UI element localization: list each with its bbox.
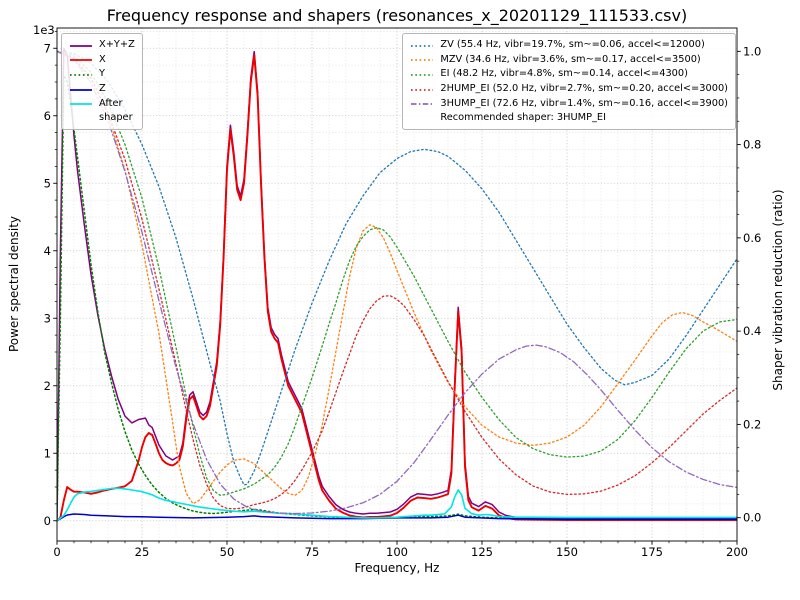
x-tick-label: 125	[471, 545, 493, 559]
legend-line-sample	[70, 44, 92, 47]
series-lines	[57, 47, 737, 522]
x-tick-label: 150	[556, 545, 578, 559]
legend-label: After shaper	[99, 97, 133, 124]
legend-label: Recommended shaper: 3HUMP_EI	[440, 112, 607, 124]
x-tick-label: 175	[641, 545, 663, 559]
x-tick-label: 25	[135, 545, 150, 559]
y-right-tick-label: 0.4	[743, 324, 761, 338]
legend-item: 3HUMP_EI (72.6 Hz, vibr=1.4%, sm~=0.16, …	[410, 97, 728, 112]
y-left-tick-label: 4	[44, 244, 51, 258]
legend-line-sample	[70, 103, 92, 106]
legend-item: Recommended shaper: 3HUMP_EI	[410, 111, 728, 126]
legend-spacer	[410, 114, 434, 124]
y-left-tick-label: 0	[44, 514, 51, 528]
legend-item: ZV (55.4 Hz, vibr=19.7%, sm~=0.06, accel…	[410, 38, 728, 53]
legend-label: X	[99, 53, 106, 65]
y-axis-offset-label: 1e3	[33, 23, 55, 37]
series-x	[57, 54, 737, 522]
grid-major	[57, 28, 737, 541]
legend-label: 3HUMP_EI (72.6 Hz, vibr=1.4%, sm~=0.16, …	[440, 97, 728, 109]
legend-line-sample	[411, 59, 434, 62]
legend-label: EI (48.2 Hz, vibr=4.8%, sm~=0.14, accel<…	[440, 68, 688, 80]
y-right-tick-label: 0.8	[743, 138, 761, 152]
legend-label: Y	[99, 68, 105, 80]
series-zv	[57, 50, 737, 486]
y-left-tick-label: 1	[44, 446, 51, 460]
legend-line-sample	[411, 44, 434, 47]
axis-ticks: 0 25 50 75 100 125 150 175 200 0 1 2 3 4 5 6 7 0.0 0.2 0.4 0…	[44, 31, 761, 559]
legend-item: Y	[69, 67, 135, 82]
y-left-tick-label: 2	[44, 379, 51, 393]
left-axis-title: Power spectral density	[7, 215, 21, 353]
y-right-tick-label: 0.6	[743, 231, 761, 245]
x-axis-title: Frequency, Hz	[354, 561, 440, 575]
right-axis-title: Shaper vibration reduction (ratio)	[771, 189, 785, 391]
chart-title: Frequency response and shapers (resonanc…	[106, 6, 688, 25]
legend-item: X+Y+Z	[69, 38, 135, 53]
x-tick-label: 0	[53, 545, 60, 559]
legend-item: 2HUMP_EI (52.0 Hz, vibr=2.7%, sm~=0.20, …	[410, 82, 728, 97]
legend-label: X+Y+Z	[99, 39, 135, 50]
series-2hump_ei	[57, 50, 737, 510]
legend-line-sample	[411, 88, 434, 91]
series-ei	[57, 50, 737, 496]
x-tick-label: 100	[386, 545, 408, 559]
y-right-tick-label: 0.2	[743, 417, 761, 431]
y-left-tick-label: 3	[44, 311, 51, 325]
series-mzv	[57, 50, 737, 505]
x-tick-label: 75	[305, 545, 320, 559]
legend-item: EI (48.2 Hz, vibr=4.8%, sm~=0.14, accel<…	[410, 67, 728, 82]
legend-line-sample	[70, 59, 92, 62]
y-right-tick-label: 1.0	[743, 44, 761, 58]
y-left-tick-label: 6	[44, 109, 51, 123]
legend-line-sample	[411, 103, 434, 106]
series-3hump_ei	[57, 50, 737, 515]
y-left-tick-label: 5	[44, 176, 51, 190]
legend-line-sample	[70, 88, 92, 91]
series-z	[57, 513, 737, 522]
legend-line-sample	[411, 74, 434, 76]
legend-label: MZV (34.6 Hz, vibr=3.6%, sm~=0.17, accel…	[440, 53, 701, 65]
legend-line-sample	[70, 74, 92, 76]
legend-item: After shaper	[69, 97, 135, 126]
y-right-tick-label: 0.0	[743, 511, 761, 525]
psd-legend: X+Y+Z X Y Z After shaper	[61, 33, 143, 131]
legend-item: X	[69, 53, 135, 68]
legend-item: MZV (34.6 Hz, vibr=3.6%, sm~=0.17, accel…	[410, 53, 728, 68]
legend-label: ZV (55.4 Hz, vibr=19.7%, sm~=0.06, accel…	[440, 39, 705, 50]
x-tick-label: 200	[726, 545, 748, 559]
legend-item: Z	[69, 82, 135, 97]
legend-label: 2HUMP_EI (52.0 Hz, vibr=2.7%, sm~=0.20, …	[440, 83, 728, 95]
x-tick-label: 50	[220, 545, 235, 559]
shaper-legend: ZV (55.4 Hz, vibr=19.7%, sm~=0.06, accel…	[402, 33, 736, 131]
legend-label: Z	[99, 83, 106, 95]
y-left-tick-label: 7	[44, 41, 51, 55]
